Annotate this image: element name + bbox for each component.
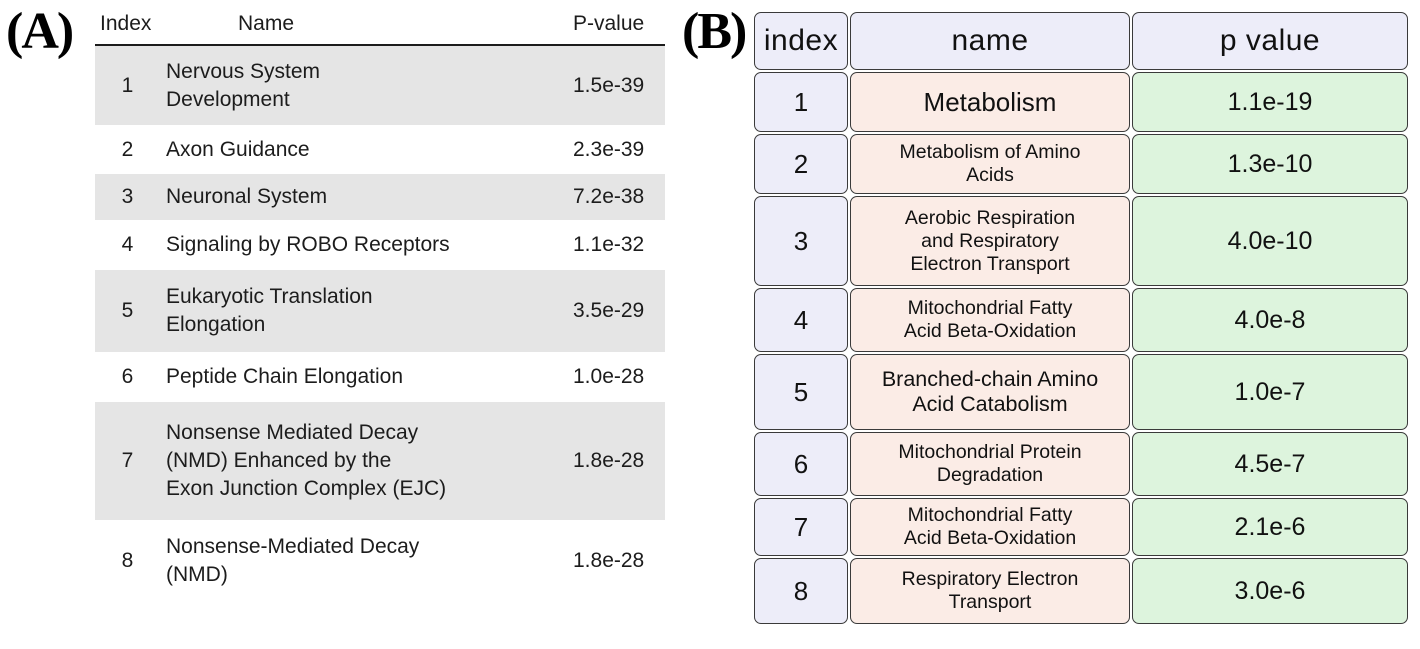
name-cell: Nonsense Mediated Decay (NMD) Enhanced b… [166, 421, 447, 500]
table-a-header-pvalue: P-value [570, 12, 665, 46]
table-b: index name p value 1 Metabolism 1.1e-19 … [752, 10, 1410, 626]
name-cell: Mitochondrial Fatty Acid Beta-Oxidation [850, 288, 1130, 352]
index-cell: 4 [754, 288, 848, 352]
table-row: 2 Metabolism of Amino Acids 1.3e-10 [754, 134, 1408, 194]
table-row: 6 Peptide Chain Elongation 1.0e-28 [95, 352, 665, 402]
pvalue-cell: 1.0e-7 [1132, 354, 1408, 430]
pvalue-cell: 3.5e-29 [573, 299, 645, 322]
pvalue-cell: 1.1e-19 [1132, 72, 1408, 132]
name-cell: Metabolism of Amino Acids [850, 134, 1130, 194]
index-cell: 5 [121, 299, 134, 322]
panel-b-label: (B) [682, 3, 747, 60]
table-row: 1 Metabolism 1.1e-19 [754, 72, 1408, 132]
name-cell: Nonsense-Mediated Decay (NMD) [166, 535, 420, 586]
pvalue-cell: 7.2e-38 [573, 185, 645, 208]
index-cell: 5 [754, 354, 848, 430]
table-b-header-index: index [754, 12, 848, 70]
table-row: 3 Neuronal System 7.2e-38 [95, 174, 665, 220]
name-cell: Nervous System Development [166, 59, 321, 111]
name-cell: Branched-chain Amino Acid Catabolism [850, 354, 1130, 430]
name-cell: Signaling by ROBO Receptors [166, 233, 450, 256]
table-a: Index Name P-value 1 Nervous System Deve… [95, 12, 665, 602]
table-b-header-row: index name p value [754, 12, 1408, 70]
table-row: 4 Mitochondrial Fatty Acid Beta-Oxidatio… [754, 288, 1408, 352]
table-row: 4 Signaling by ROBO Receptors 1.1e-32 [95, 220, 665, 270]
index-cell: 1 [754, 72, 848, 132]
table-row: 5 Branched-chain Amino Acid Catabolism 1… [754, 354, 1408, 430]
name-cell: Metabolism [850, 72, 1130, 132]
index-cell: 3 [754, 196, 848, 286]
pvalue-cell: 1.0e-28 [573, 365, 645, 388]
table-b-header-pvalue: p value [1132, 12, 1408, 70]
index-cell: 2 [121, 137, 134, 161]
index-cell: 3 [121, 185, 134, 208]
table-row: 8 Nonsense-Mediated Decay (NMD) 1.8e-28 [95, 520, 665, 602]
index-cell: 7 [754, 498, 848, 556]
index-cell: 7 [121, 449, 134, 472]
index-cell: 8 [754, 558, 848, 624]
table-row: 7 Nonsense Mediated Decay (NMD) Enhanced… [95, 402, 665, 520]
table-row: 6 Mitochondrial Protein Degradation 4.5e… [754, 432, 1408, 496]
table-a-header-index: Index [95, 12, 160, 46]
index-cell: 6 [754, 432, 848, 496]
pvalue-cell: 4.5e-7 [1132, 432, 1408, 496]
name-cell: Peptide Chain Elongation [166, 365, 404, 388]
index-cell: 1 [121, 73, 134, 97]
table-row: 3 Aerobic Respiration and Respiratory El… [754, 196, 1408, 286]
pvalue-cell: 2.1e-6 [1132, 498, 1408, 556]
pvalue-cell: 4.0e-8 [1132, 288, 1408, 352]
name-cell: Eukaryotic Translation Elongation [166, 285, 373, 336]
table-a-header-name: Name [160, 12, 570, 46]
panel-a-label: (A) [6, 3, 74, 60]
name-cell: Respiratory Electron Transport [850, 558, 1130, 624]
name-cell: Axon Guidance [166, 137, 310, 161]
pvalue-cell: 1.1e-32 [573, 233, 645, 256]
pvalue-cell: 1.5e-39 [573, 73, 645, 97]
table-b-header-name: name [850, 12, 1130, 70]
pvalue-cell: 1.3e-10 [1132, 134, 1408, 194]
table-row: 8 Respiratory Electron Transport 3.0e-6 [754, 558, 1408, 624]
name-cell: Mitochondrial Fatty Acid Beta-Oxidation [850, 498, 1130, 556]
index-cell: 2 [754, 134, 848, 194]
table-a-header-row: Index Name P-value [95, 12, 665, 46]
pvalue-cell: 2.3e-39 [573, 137, 645, 161]
name-cell: Mitochondrial Protein Degradation [850, 432, 1130, 496]
index-cell: 4 [121, 233, 134, 256]
name-cell: Neuronal System [166, 185, 328, 208]
table-row: 1 Nervous System Development 1.5e-39 [95, 45, 665, 125]
table-row: 5 Eukaryotic Translation Elongation 3.5e… [95, 270, 665, 352]
table-row: 7 Mitochondrial Fatty Acid Beta-Oxidatio… [754, 498, 1408, 556]
table-row: 2 Axon Guidance 2.3e-39 [95, 125, 665, 174]
name-cell: Aerobic Respiration and Respiratory Elec… [850, 196, 1130, 286]
index-cell: 6 [121, 365, 134, 388]
pvalue-cell: 4.0e-10 [1132, 196, 1408, 286]
pvalue-cell: 3.0e-6 [1132, 558, 1408, 624]
index-cell: 8 [121, 549, 134, 572]
pvalue-cell: 1.8e-28 [573, 549, 645, 572]
pvalue-cell: 1.8e-28 [573, 449, 645, 472]
